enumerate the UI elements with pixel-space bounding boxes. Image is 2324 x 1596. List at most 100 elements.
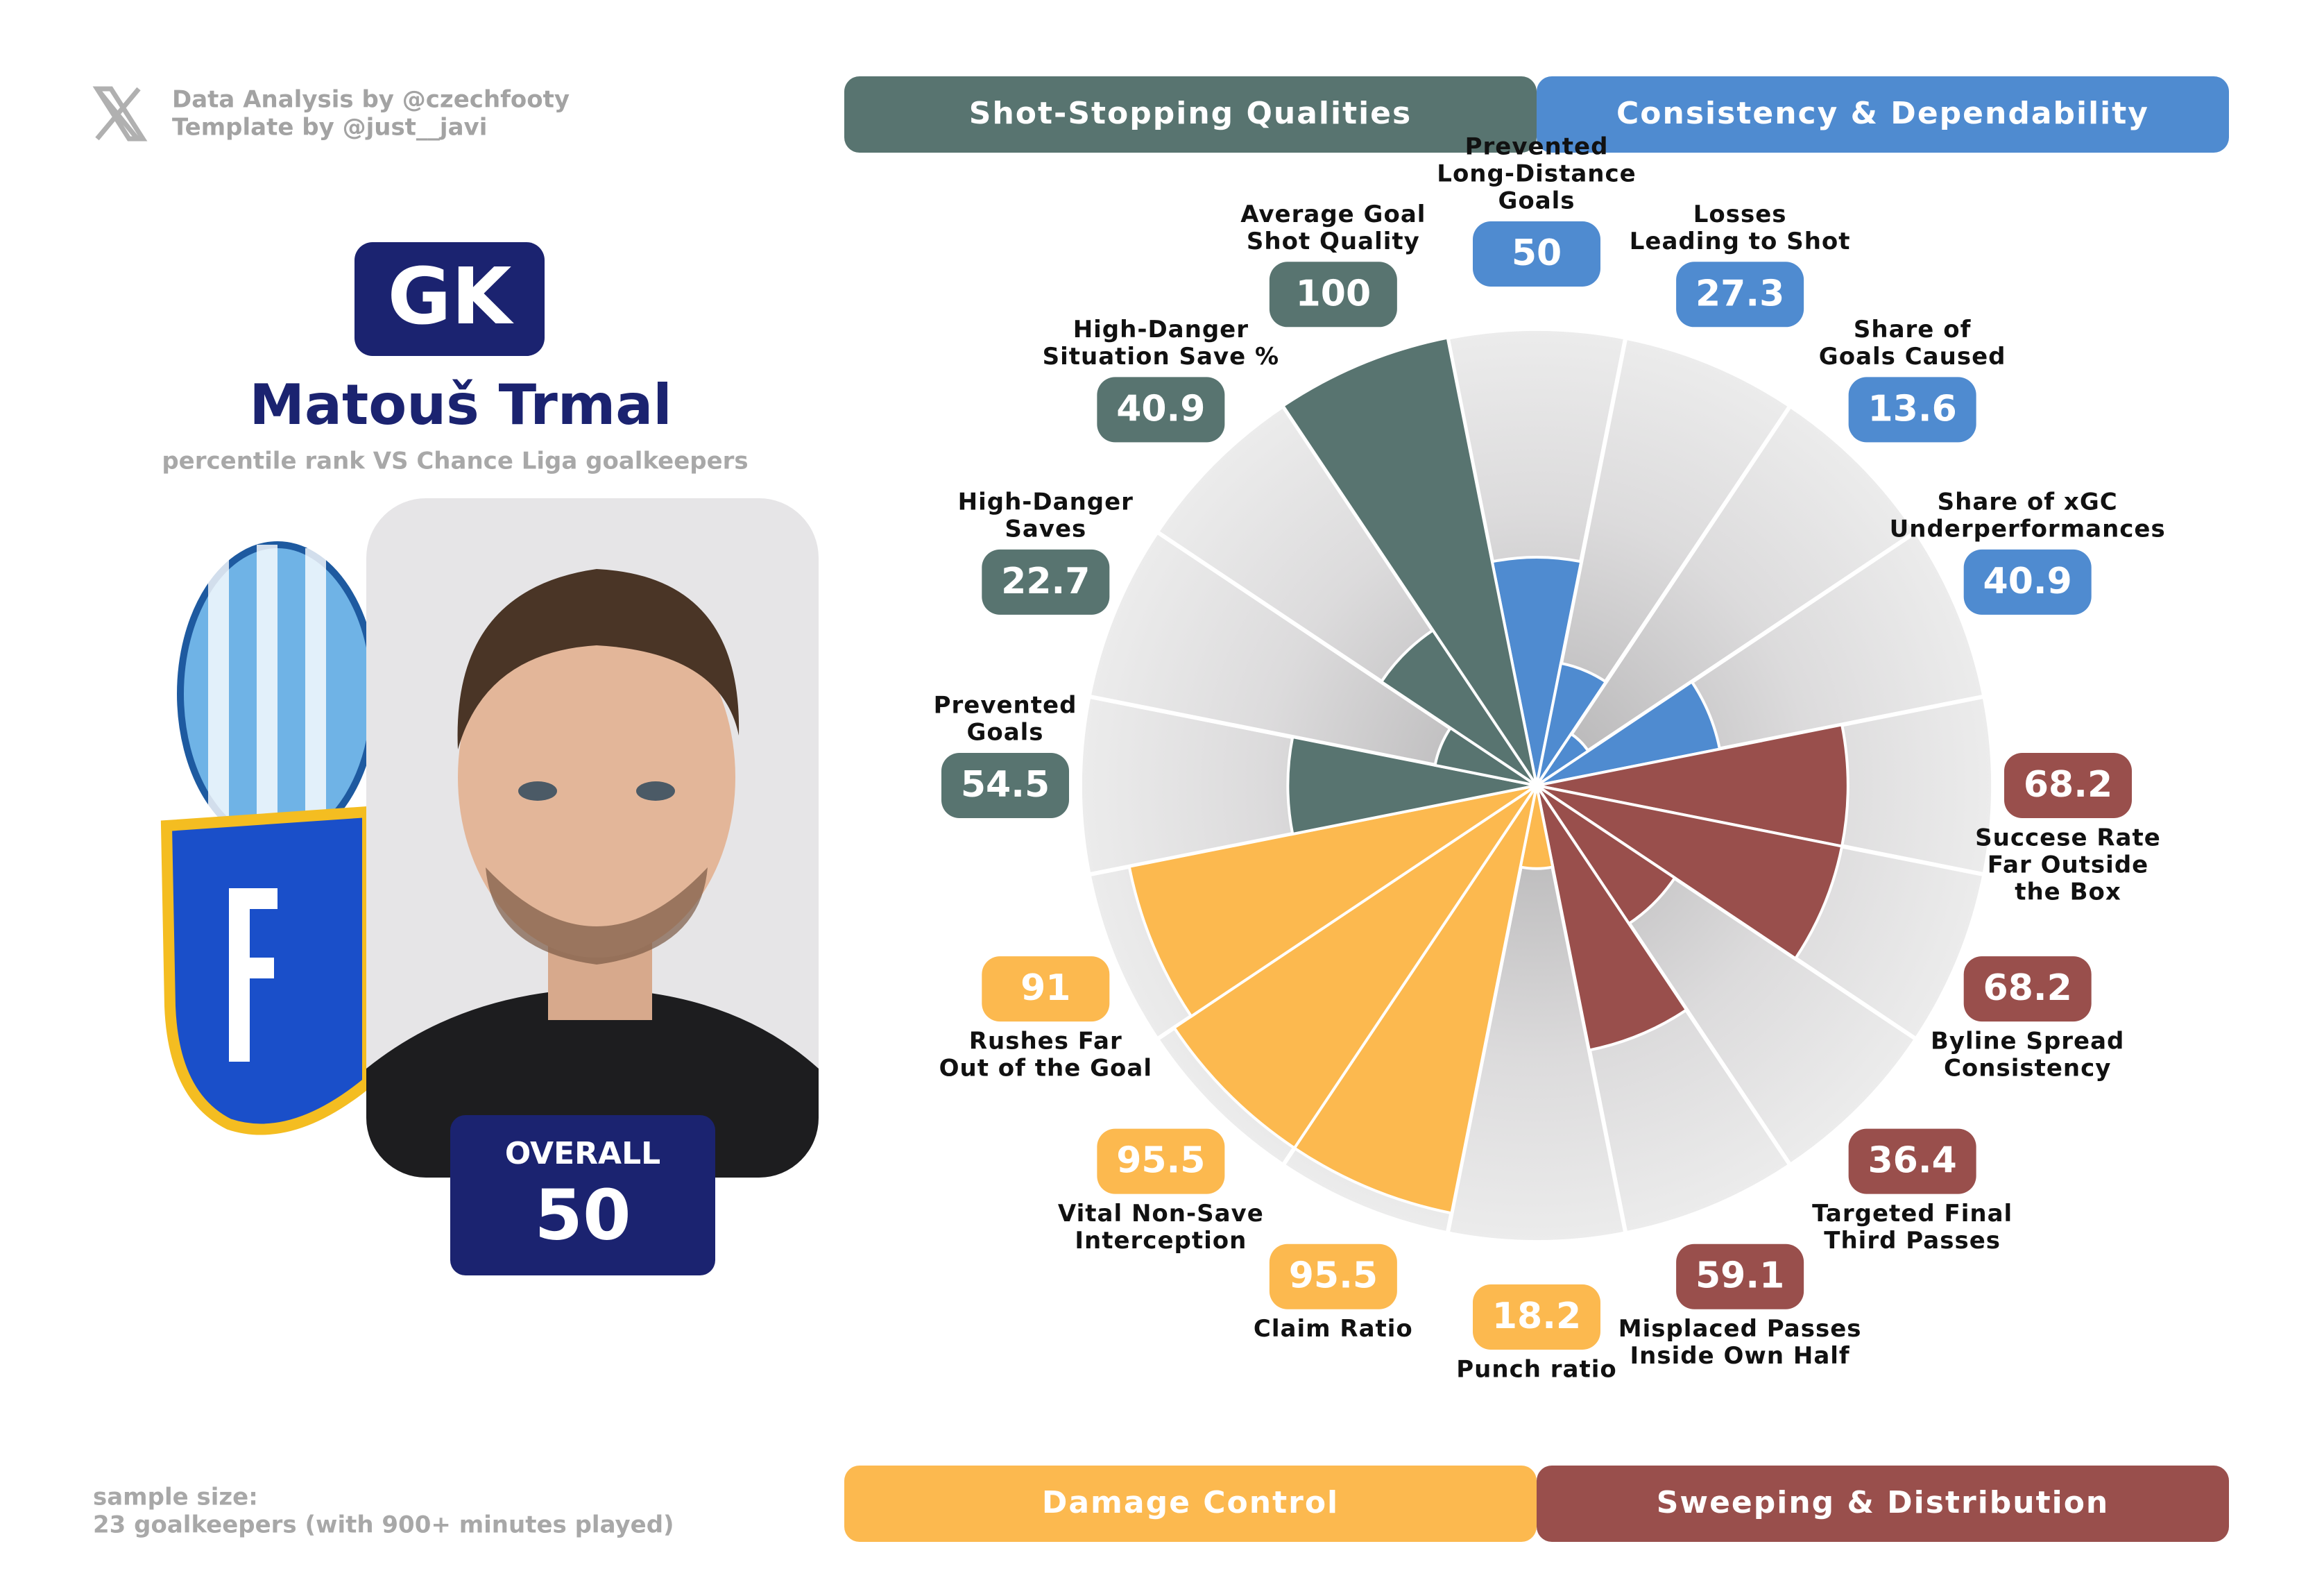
value-label: 36.4 <box>1868 1140 1956 1182</box>
value-label: 40.9 <box>1116 388 1205 430</box>
value-box <box>1848 377 1976 443</box>
category-label: Claim Ratio <box>1254 1315 1413 1343</box>
slice-background <box>1445 785 1628 1244</box>
value-label: 50 <box>1512 232 1562 274</box>
value-box <box>1963 956 2092 1022</box>
group-title: Damage Control <box>1042 1485 1339 1520</box>
slice-bar <box>1172 784 1538 1151</box>
group-title: Sweeping & Distribution <box>1657 1485 2110 1520</box>
slice-background <box>1535 402 1920 788</box>
value-box <box>1676 262 1804 328</box>
category-label: Misplaced Passes <box>1618 1315 1862 1343</box>
category-label: Rushes Far <box>969 1028 1122 1055</box>
value-box <box>2004 753 2132 818</box>
overall-label: OVERALL <box>505 1136 660 1171</box>
slice-background <box>1086 529 1538 788</box>
value-box <box>1269 1243 1397 1309</box>
category-label: Share of <box>1854 316 1972 343</box>
category-label: Third Passes <box>1824 1227 2001 1255</box>
value-label: 59.1 <box>1695 1255 1784 1297</box>
value-box <box>1676 1243 1804 1309</box>
overall-box <box>450 1115 715 1275</box>
value-box <box>982 549 1110 615</box>
group-title: Shot-Stopping Qualities <box>969 96 1412 131</box>
category-label: Prevented <box>1465 133 1609 161</box>
category-label: Long-Distance <box>1437 160 1636 188</box>
footer-text: 23 goalkeepers (with 900+ minutes played… <box>93 1511 674 1539</box>
slice-bar <box>1286 735 1537 836</box>
footer-text: sample size: <box>93 1484 258 1511</box>
value-box <box>1269 262 1397 328</box>
group-banner <box>844 1466 1537 1542</box>
slice-bar <box>1490 556 1583 786</box>
x-logo <box>92 86 148 142</box>
category-label: Saves <box>1005 515 1086 543</box>
value-box <box>982 956 1110 1022</box>
slice-bar <box>1536 723 1849 848</box>
value-label: 27.3 <box>1695 273 1784 314</box>
category-label: Punch ratio <box>1456 1356 1617 1384</box>
group-banner <box>1537 1466 2229 1542</box>
category-label: Targeted Final <box>1812 1200 2013 1228</box>
category-label: Goals Caused <box>1819 343 2006 371</box>
slice-bar <box>1281 336 1538 787</box>
player-name: Matouš Trmal <box>249 373 672 437</box>
category-label: Succese Rate <box>1975 824 2161 852</box>
credit: Data Analysis by @czechfooty <box>172 86 570 114</box>
slice-background <box>1535 335 1793 787</box>
value-box <box>941 753 1069 818</box>
category-label: Losses <box>1693 201 1787 228</box>
category-label: Share of xGC <box>1938 488 2118 516</box>
slice-bar <box>1127 784 1538 1019</box>
value-box <box>1848 1128 1976 1194</box>
value-box <box>1097 1128 1225 1194</box>
position: GK <box>388 252 515 342</box>
category-label: Prevented <box>934 692 1077 720</box>
category-label: Situation Save % <box>1043 343 1279 371</box>
club-logo <box>160 541 378 1135</box>
value-box <box>1473 1284 1600 1350</box>
category-label: Byline Spread <box>1931 1028 2124 1055</box>
credit: Template by @just__javi <box>172 114 487 142</box>
value-label: 54.5 <box>961 764 1050 806</box>
value-label: 91 <box>1020 967 1070 1009</box>
category-label: Leading to Shot <box>1630 228 1851 255</box>
category-label: Far Outside <box>1988 851 2148 879</box>
category-label: Average Goal <box>1240 201 1426 228</box>
category-label: Interception <box>1075 1227 1247 1255</box>
value-label: 13.6 <box>1868 388 1956 430</box>
value-label: 40.9 <box>1983 561 2072 602</box>
value-label: 95.5 <box>1289 1255 1378 1297</box>
category-label: Vital Non-Save <box>1058 1200 1264 1228</box>
category-label: Underperformances <box>1890 515 2166 543</box>
category-label: High-Danger <box>958 488 1134 516</box>
slice-bar <box>1292 784 1538 1215</box>
value-label: 22.7 <box>1001 561 1090 602</box>
group-banner <box>844 76 1537 153</box>
slice-bar <box>1535 784 1689 1052</box>
value-label: 95.5 <box>1116 1140 1205 1182</box>
value-box <box>1473 221 1600 287</box>
value-label: 18.2 <box>1492 1296 1581 1337</box>
slice-bar <box>1535 661 1608 787</box>
category-label: High-Danger <box>1073 316 1249 343</box>
category-label: Consistency <box>1944 1055 2111 1083</box>
group-title: Consistency & Dependability <box>1616 96 2149 131</box>
position-badge <box>354 242 545 356</box>
value-box <box>1097 377 1225 443</box>
value-box <box>1963 549 2092 615</box>
category-label: Out of the Goal <box>939 1055 1152 1083</box>
category-label: Inside Own Half <box>1630 1342 1850 1370</box>
category-label: Shot Quality <box>1247 228 1420 255</box>
group-banner <box>1537 76 2229 153</box>
category-label: Goals <box>966 719 1043 747</box>
slice-bar <box>1535 784 1844 961</box>
value-label: 68.2 <box>2024 764 2112 806</box>
value-label: 68.2 <box>1983 967 2072 1009</box>
category-label: the Box <box>2015 878 2121 906</box>
category-label: Goals <box>1498 187 1575 215</box>
subtitle: percentile rank VS Chance Liga goalkeepe… <box>162 448 748 475</box>
value-label: 100 <box>1296 273 1372 314</box>
